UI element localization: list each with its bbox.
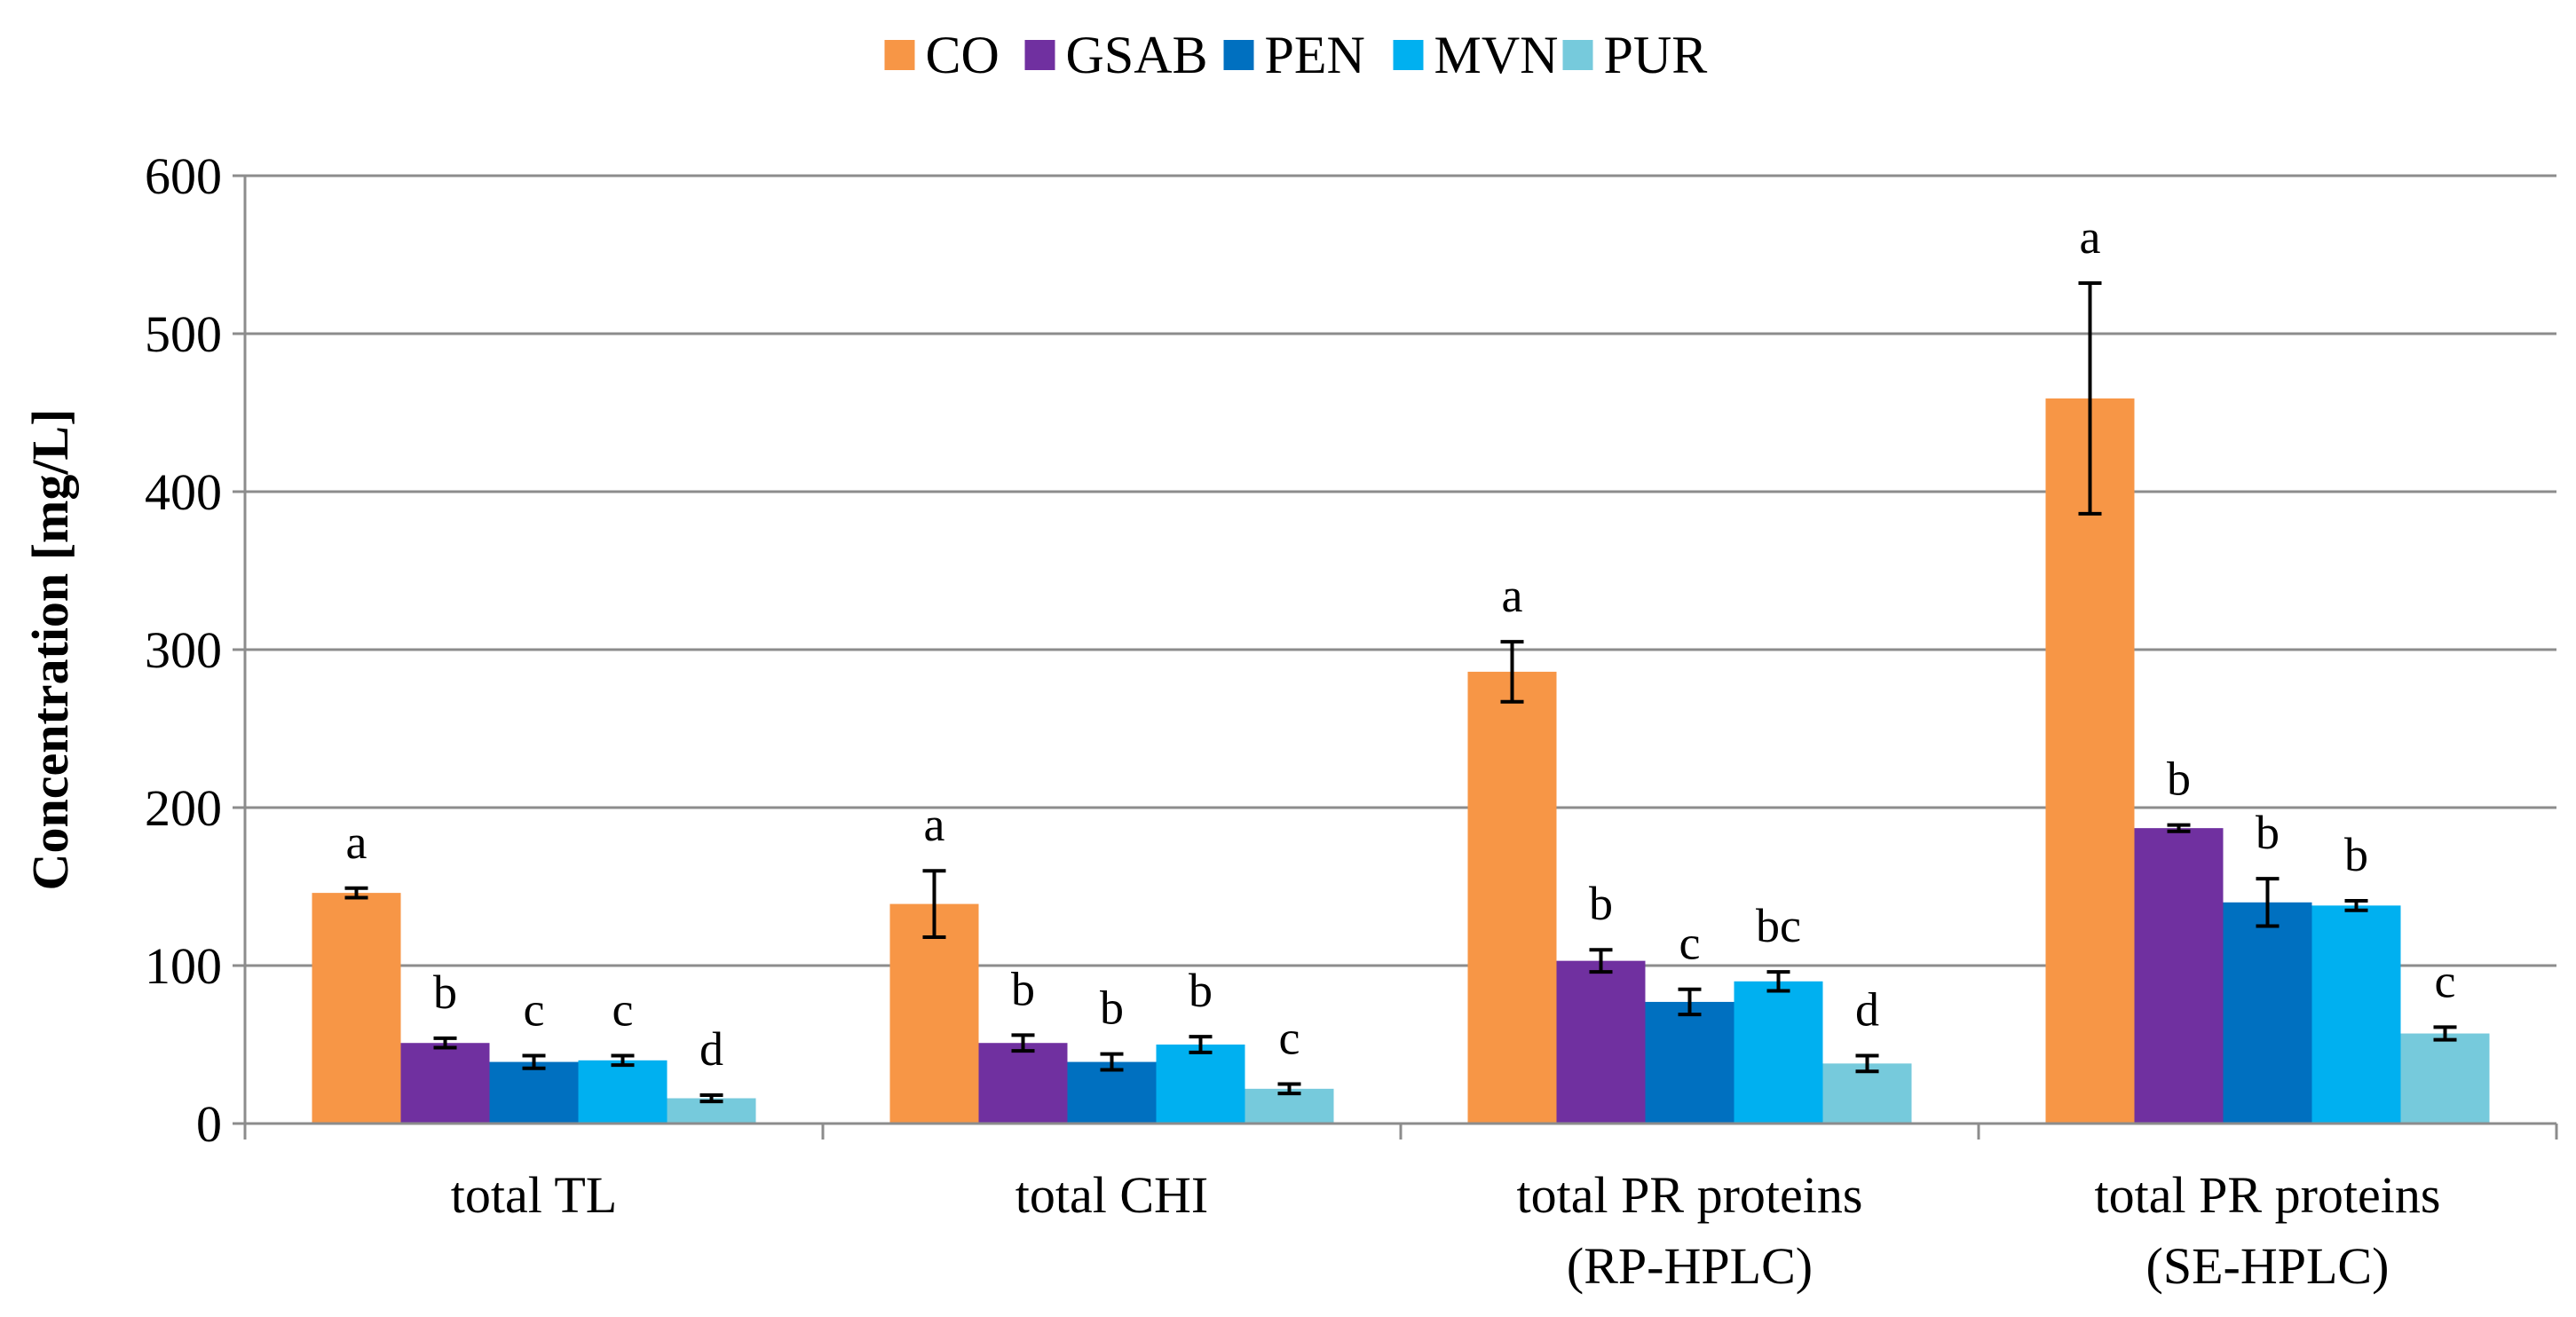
x-category-label: (RP-HPLC) (1567, 1237, 1813, 1295)
significance-label: a (2080, 210, 2101, 264)
y-tick-label: 0 (196, 1095, 222, 1153)
significance-label: d (1855, 982, 1879, 1036)
bar-series (312, 281, 2490, 1124)
x-category-label: total CHI (1015, 1166, 1208, 1224)
significance-label: c (1279, 1012, 1300, 1065)
bar-mvn (1156, 1045, 1245, 1124)
bar-pen (1067, 1061, 1157, 1124)
chart-legend: CO GSAB PEN MVN PUR (884, 26, 1708, 84)
bar-pen (1645, 1001, 1734, 1124)
legend-swatch-mvn (1393, 40, 1424, 70)
significance-label: b (1189, 964, 1213, 1017)
y-tick-label: 400 (145, 463, 222, 521)
significance-label: bc (1756, 899, 1801, 952)
legend-swatch-pur (1562, 40, 1593, 70)
axes (233, 174, 2558, 1140)
significance-label: b (2344, 828, 2368, 881)
significance-label: b (1011, 962, 1035, 1015)
y-tick-label: 200 (145, 779, 222, 837)
bar-gsab (1556, 960, 1646, 1124)
x-category-label: total PR proteins (1517, 1166, 1863, 1224)
significance-label: d (699, 1022, 723, 1076)
significance-label: a (1502, 569, 1523, 622)
y-tick-label: 300 (145, 621, 222, 679)
legend-label-co: CO (926, 26, 1000, 84)
bar-mvn (1734, 981, 1823, 1124)
significance-label: b (2256, 806, 2280, 859)
bar-co (1467, 671, 1557, 1124)
significance-label: c (1679, 917, 1701, 970)
y-axis-title: Concentration [mg/L] (21, 409, 79, 891)
legend-label-mvn: MVN (1434, 26, 1559, 84)
y-tick-label: 600 (145, 147, 222, 205)
legend-label-gsab: GSAB (1066, 26, 1208, 84)
bar-gsab (978, 1043, 1068, 1124)
bar-pur (1822, 1063, 1912, 1124)
y-tick-label: 100 (145, 937, 222, 995)
y-tick-label: 500 (145, 305, 222, 363)
x-category-label: total PR proteins (2095, 1166, 2441, 1224)
legend-label-pur: PUR (1604, 26, 1708, 84)
significance-label: b (2167, 753, 2191, 806)
bar-co (312, 893, 401, 1124)
bar-pur (2400, 1033, 2490, 1124)
significance-label: a (924, 798, 945, 851)
significance-label: c (524, 982, 545, 1036)
significance-label: b (433, 966, 457, 1019)
significance-label: b (1100, 982, 1124, 1035)
x-category-label: (SE-HPLC) (2146, 1237, 2390, 1295)
significance-label: b (1589, 877, 1613, 930)
significance-label: c (612, 982, 634, 1036)
significance-label: c (2435, 954, 2456, 1007)
bar-co (889, 903, 979, 1124)
bar-gsab (400, 1043, 490, 1124)
legend-swatch-pen (1223, 40, 1254, 70)
x-category-label: total TL (451, 1166, 617, 1224)
legend-swatch-co (884, 40, 915, 70)
bar-gsab (2134, 828, 2224, 1124)
bar-pen (489, 1061, 579, 1124)
bar-co (2045, 398, 2135, 1124)
bar-mvn (578, 1060, 668, 1124)
bar-mvn (2311, 905, 2401, 1124)
significance-label: a (346, 816, 367, 869)
bar-pen (2223, 902, 2312, 1124)
legend-label-pen: PEN (1265, 26, 1365, 84)
legend-swatch-gsab (1024, 40, 1055, 70)
